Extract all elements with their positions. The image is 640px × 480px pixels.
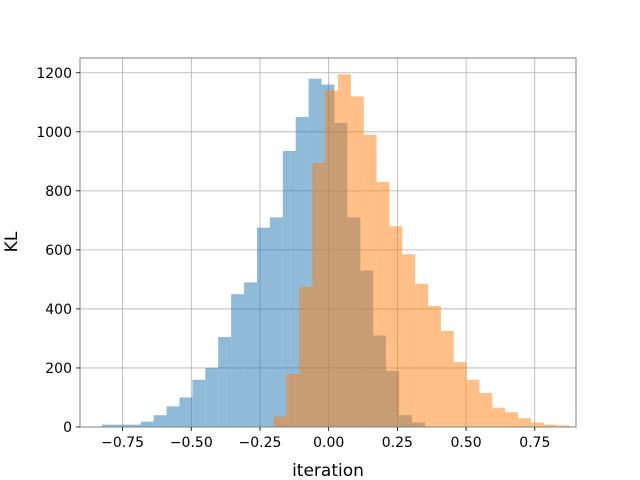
- histogram-bar-series-1: [153, 415, 167, 427]
- histogram-bar-series-2: [505, 412, 519, 427]
- histogram-bar-series-1: [101, 424, 115, 427]
- histogram-bar-series-1: [256, 227, 270, 427]
- histogram-bar-series-2: [492, 407, 506, 427]
- plot-frame: [79, 57, 577, 428]
- y-tick-label: 1000: [36, 125, 72, 141]
- histogram-bar-series-1: [127, 424, 141, 427]
- histogram-bar-series-2: [428, 305, 441, 427]
- histogram-bar-series-2: [299, 286, 313, 427]
- y-tick-label: 0: [63, 420, 72, 436]
- histogram-bar-series-1: [179, 397, 193, 427]
- histogram-bar-series-1: [282, 150, 296, 427]
- y-axis-ticks: 0 200 400 600 800 1000 1200: [36, 66, 80, 436]
- histogram-bar-series-2: [363, 134, 377, 427]
- histogram-bar-series-2: [466, 379, 480, 427]
- histogram-bar-series-2: [556, 425, 570, 427]
- histogram-bar-series-2: [530, 422, 544, 427]
- histogram-bar-series-1: [192, 379, 206, 427]
- x-tick-label: −0.25: [239, 435, 282, 451]
- histogram-bar-series-2: [389, 226, 403, 427]
- histogram-bar-series-2: [338, 74, 351, 428]
- histogram-bar-series-2: [453, 362, 467, 427]
- histogram-bar-series-1: [166, 406, 180, 427]
- histogram-bar-series-2: [518, 418, 531, 427]
- y-tick-label: 600: [45, 243, 72, 259]
- y-tick-label: 1200: [36, 66, 72, 82]
- histogram-bar-series-2: [325, 90, 339, 428]
- histogram-bar-series-2: [273, 416, 287, 427]
- y-tick-label: 800: [45, 184, 72, 200]
- y-axis-label: KL: [2, 231, 22, 252]
- x-tick-label: −0.75: [101, 435, 144, 451]
- histogram-bar-series-1: [205, 367, 219, 427]
- histogram-bar-series-1: [114, 424, 128, 427]
- y-tick-label: 400: [45, 302, 72, 318]
- histogram-bar-series-1: [218, 336, 232, 427]
- histogram-bars: [101, 74, 570, 428]
- x-tick-label: 0.00: [313, 435, 344, 451]
- x-axis-ticks: −0.75 −0.50 −0.25 0.00 0.25 0.50 0.75: [101, 427, 550, 451]
- histogram-bar-series-2: [350, 96, 364, 427]
- x-tick-label: 0.75: [519, 435, 550, 451]
- histogram-bar-series-1: [140, 421, 154, 427]
- x-axis-label: iteration: [292, 461, 364, 480]
- histogram-bar-series-2: [543, 424, 557, 427]
- histogram-bar-series-2: [286, 373, 300, 427]
- histogram-bar-series-1: [244, 282, 257, 427]
- y-tick-label: 200: [45, 361, 72, 377]
- histogram-bar-series-2: [440, 331, 454, 427]
- x-tick-label: 0.25: [382, 435, 413, 451]
- histogram-bar-series-2: [376, 181, 390, 427]
- histogram-bar-series-2: [402, 254, 416, 427]
- histogram-bar-series-1: [269, 217, 283, 427]
- x-tick-label: 0.50: [450, 435, 481, 451]
- x-tick-label: −0.50: [170, 435, 213, 451]
- histogram-bar-series-2: [415, 283, 429, 427]
- histogram-bar-series-2: [479, 393, 493, 427]
- histogram-bar-series-1: [231, 294, 245, 427]
- histogram-bar-series-2: [312, 162, 326, 427]
